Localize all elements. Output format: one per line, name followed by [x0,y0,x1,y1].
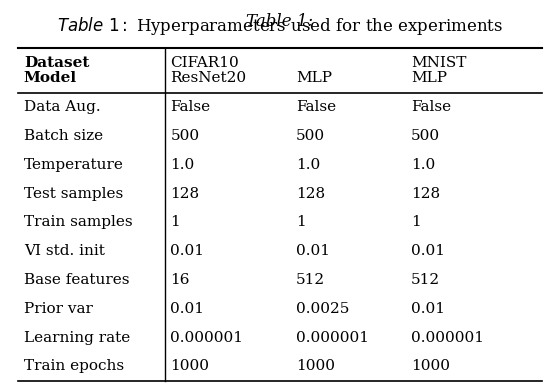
Text: ResNet20: ResNet20 [170,71,246,85]
Text: MLP: MLP [411,71,447,85]
Text: 16: 16 [170,273,190,287]
Text: Table 1:: Table 1: [246,13,314,30]
Text: 1: 1 [411,215,421,229]
Text: $\it{Table\ 1:}$ Hyperparameters used for the experiments: $\it{Table\ 1:}$ Hyperparameters used fo… [57,15,503,37]
Text: Data Aug.: Data Aug. [24,100,100,114]
Text: 0.01: 0.01 [411,302,445,316]
Text: Train samples: Train samples [24,215,133,229]
Text: 0.01: 0.01 [170,302,204,316]
Text: 128: 128 [411,187,440,200]
Text: 128: 128 [296,187,325,200]
Text: Model: Model [24,71,77,85]
Text: 0.01: 0.01 [296,244,330,258]
Text: 0.0025: 0.0025 [296,302,349,316]
Text: 512: 512 [296,273,325,287]
Text: Test samples: Test samples [24,187,123,200]
Text: Prior var: Prior var [24,302,93,316]
Text: Learning rate: Learning rate [24,331,130,345]
Text: 0.000001: 0.000001 [296,331,369,345]
Text: MNIST: MNIST [411,56,466,70]
Text: 128: 128 [170,187,199,200]
Text: Table 1: Hyperparameters used for the experiments: Table 1: Hyperparameters used for the ex… [61,13,499,30]
Text: 500: 500 [170,129,199,143]
Text: 0.01: 0.01 [411,244,445,258]
Text: Base features: Base features [24,273,129,287]
Text: Train epochs: Train epochs [24,360,124,374]
Text: Temperature: Temperature [24,158,124,172]
Text: CIFAR10: CIFAR10 [170,56,239,70]
Text: Table 1: Hyperparameters used for the experiments: Table 1: Hyperparameters used for the ex… [61,13,499,30]
Text: 1000: 1000 [296,360,335,374]
Text: VI std. init: VI std. init [24,244,105,258]
Text: False: False [170,100,211,114]
Text: 0.01: 0.01 [170,244,204,258]
Text: 1000: 1000 [170,360,209,374]
Text: 1: 1 [296,215,306,229]
Text: 500: 500 [411,129,440,143]
Text: 0.000001: 0.000001 [411,331,484,345]
Text: Dataset: Dataset [24,56,89,70]
Text: 1000: 1000 [411,360,450,374]
Text: False: False [411,100,451,114]
Text: 500: 500 [296,129,325,143]
Text: Batch size: Batch size [24,129,103,143]
Text: MLP: MLP [296,71,332,85]
Text: 1.0: 1.0 [411,158,435,172]
Text: 0.000001: 0.000001 [170,331,244,345]
Text: 512: 512 [411,273,440,287]
Text: 1.0: 1.0 [296,158,320,172]
Text: 1: 1 [170,215,180,229]
Text: False: False [296,100,336,114]
Text: 1.0: 1.0 [170,158,194,172]
